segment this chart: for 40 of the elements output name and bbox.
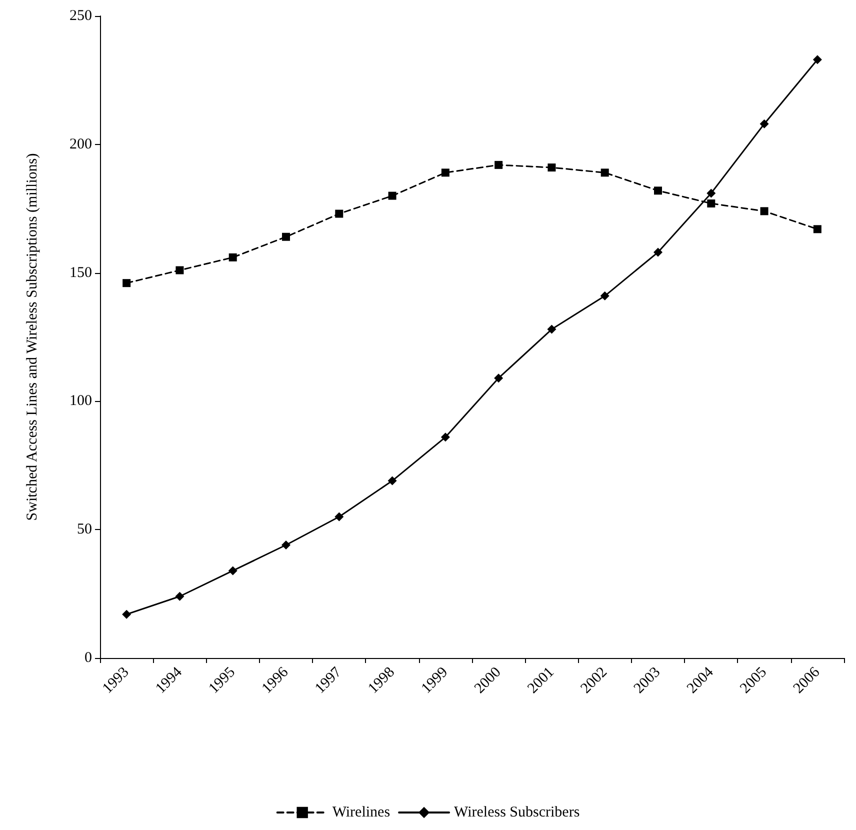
y-tick-label: 0 [84, 650, 92, 666]
x-tick-label: 1999 [418, 664, 452, 697]
y-tick-label: 200 [70, 136, 92, 152]
point [122, 279, 131, 288]
point [600, 291, 610, 300]
point [334, 512, 344, 522]
point [335, 210, 344, 218]
point [175, 592, 184, 601]
point [706, 188, 716, 198]
point [548, 164, 556, 172]
point [654, 248, 662, 257]
point [760, 119, 769, 128]
point [388, 476, 397, 486]
point [707, 199, 716, 208]
point [812, 55, 822, 64]
point [282, 232, 290, 241]
point [654, 186, 662, 195]
point [388, 192, 396, 200]
point [547, 324, 556, 334]
point [813, 225, 822, 234]
x-tick-label: 2001 [524, 664, 558, 697]
point [228, 566, 238, 576]
point [228, 253, 237, 262]
y-tick-label: 250 [70, 8, 92, 24]
point [494, 374, 504, 383]
legend-label: Wirelines [332, 804, 390, 820]
legend-label: Wireless Subscribers [454, 804, 580, 820]
point [600, 168, 609, 177]
point [441, 168, 450, 177]
point [440, 432, 450, 442]
y-axis-title: Switched Access Lines and Wireless Subscriptions (millions) [24, 153, 40, 521]
y-tick-label: 150 [70, 264, 92, 281]
y-tick-label: 50 [77, 522, 92, 538]
x-tick-label: 1993 [100, 664, 132, 697]
point [122, 610, 132, 619]
point [282, 540, 290, 550]
point [760, 207, 768, 216]
y-tick-label: 100 [70, 393, 92, 410]
point [494, 160, 503, 169]
point [176, 266, 184, 274]
